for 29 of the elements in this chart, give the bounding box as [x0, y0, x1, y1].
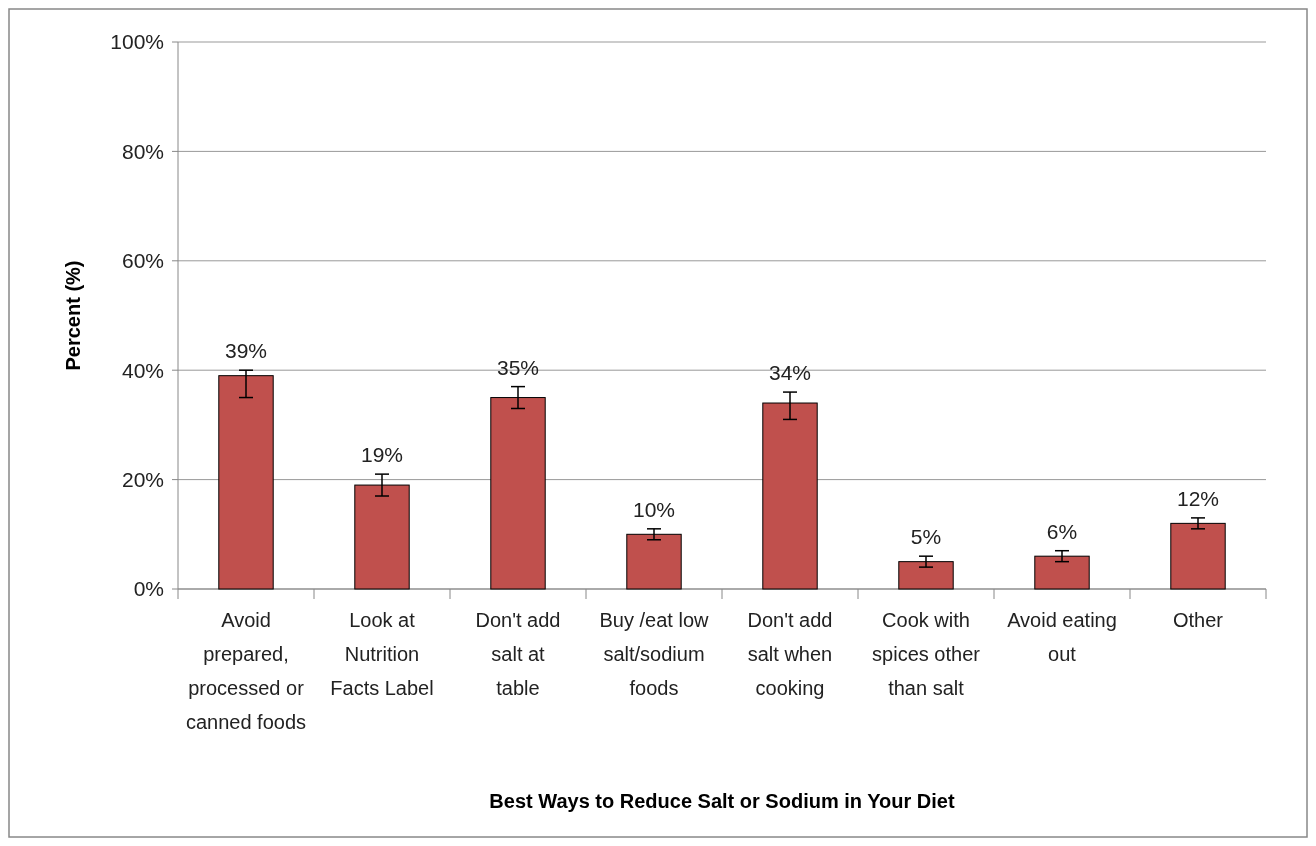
x-tick-label: Avoid eating out	[1007, 609, 1117, 665]
y-tick-label: 100%	[110, 30, 164, 54]
x-tick-label: Other	[1172, 609, 1224, 631]
y-tick-label: 0%	[133, 577, 164, 601]
data-label: 6%	[1046, 519, 1078, 543]
bar	[626, 533, 682, 590]
data-label: 12%	[1176, 486, 1220, 510]
x-tick-label: Buy /eat low salt/sodium foods	[599, 609, 710, 699]
y-tick-label: 60%	[121, 249, 164, 273]
x-tick-label: Don't add salt when cooking	[747, 609, 833, 699]
x-tick-label: Cook with spices other than salt	[872, 609, 981, 699]
data-label: 19%	[360, 443, 404, 467]
y-tick-label: 80%	[121, 139, 164, 163]
data-label: 35%	[496, 355, 540, 379]
data-label: 39%	[224, 339, 268, 363]
data-label: 5%	[910, 525, 942, 549]
x-tick-label: Avoid prepared, processed or canned foods	[185, 609, 307, 733]
x-tick-label: Don't add salt at table	[475, 609, 561, 699]
data-label: 10%	[632, 497, 676, 521]
bar	[898, 561, 954, 590]
y-axis-title: Percent (%)	[62, 260, 84, 371]
y-tick-label: 40%	[121, 358, 164, 382]
bar	[1034, 555, 1090, 590]
data-label: 34%	[768, 361, 812, 385]
bar	[1170, 522, 1226, 590]
bar	[218, 375, 274, 590]
x-tick-label: Look at Nutrition Facts Label	[330, 609, 434, 699]
y-tick-label: 20%	[121, 467, 164, 491]
x-axis-title: Best Ways to Reduce Salt or Sodium in Your Diet	[489, 790, 955, 812]
